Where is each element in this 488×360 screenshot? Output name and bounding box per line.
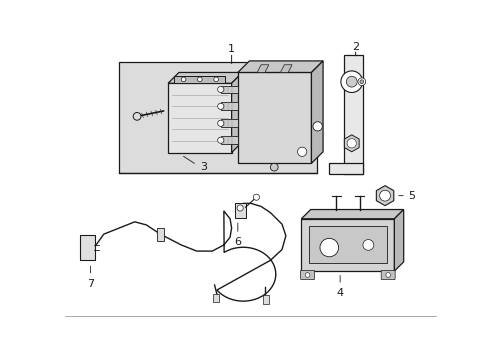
Circle shape [237, 205, 243, 211]
Circle shape [359, 80, 363, 84]
FancyBboxPatch shape [80, 235, 95, 260]
Text: 3: 3 [200, 162, 207, 172]
Polygon shape [168, 72, 242, 83]
Polygon shape [220, 120, 237, 127]
Circle shape [217, 137, 224, 143]
Circle shape [297, 147, 306, 156]
Text: 6: 6 [234, 237, 241, 247]
Circle shape [305, 273, 309, 277]
Circle shape [217, 103, 224, 109]
Circle shape [362, 239, 373, 250]
Circle shape [346, 139, 356, 148]
Polygon shape [280, 65, 291, 72]
Polygon shape [237, 61, 323, 72]
Circle shape [385, 273, 390, 277]
Circle shape [357, 78, 365, 86]
FancyBboxPatch shape [381, 270, 394, 280]
Text: 4: 4 [336, 288, 343, 298]
Text: 7: 7 [87, 279, 94, 289]
Polygon shape [311, 61, 323, 163]
Polygon shape [376, 186, 393, 206]
Circle shape [181, 77, 185, 82]
FancyBboxPatch shape [308, 226, 386, 264]
Circle shape [379, 190, 390, 201]
Circle shape [217, 86, 224, 93]
FancyBboxPatch shape [157, 228, 163, 241]
FancyBboxPatch shape [263, 295, 269, 304]
Polygon shape [301, 210, 403, 219]
Polygon shape [220, 86, 237, 93]
Polygon shape [344, 135, 358, 152]
FancyBboxPatch shape [234, 203, 245, 218]
FancyBboxPatch shape [301, 219, 393, 271]
Circle shape [133, 112, 141, 120]
Polygon shape [343, 55, 363, 174]
Polygon shape [220, 103, 237, 110]
Polygon shape [257, 65, 268, 72]
FancyBboxPatch shape [237, 72, 311, 163]
Circle shape [270, 163, 278, 171]
FancyBboxPatch shape [168, 83, 231, 153]
Polygon shape [119, 62, 316, 172]
Polygon shape [220, 136, 237, 144]
Circle shape [217, 120, 224, 126]
Circle shape [312, 122, 322, 131]
Polygon shape [328, 163, 363, 174]
Text: 2: 2 [351, 42, 359, 52]
Circle shape [197, 77, 202, 82]
Text: 5: 5 [407, 191, 414, 201]
Circle shape [213, 77, 218, 82]
FancyBboxPatch shape [212, 294, 219, 302]
Polygon shape [393, 210, 403, 271]
Text: 1: 1 [228, 44, 235, 54]
Circle shape [340, 71, 362, 93]
Circle shape [319, 238, 338, 257]
Polygon shape [231, 72, 242, 153]
Circle shape [253, 194, 259, 200]
FancyBboxPatch shape [300, 270, 314, 280]
Circle shape [346, 76, 356, 87]
Polygon shape [174, 76, 225, 83]
